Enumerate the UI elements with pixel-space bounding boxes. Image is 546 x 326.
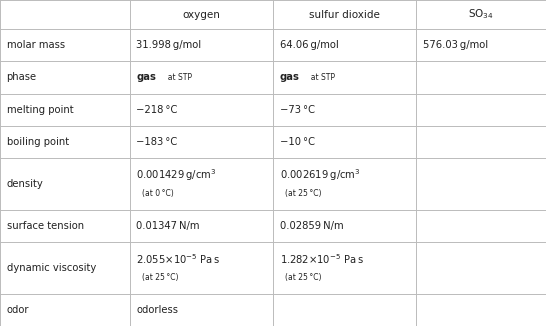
Text: 0.002619 g/cm$^3$: 0.002619 g/cm$^3$ [280,167,360,183]
Text: 0.001429 g/cm$^3$: 0.001429 g/cm$^3$ [136,167,217,183]
Text: 2.055×10$^{-5}$ Pa s: 2.055×10$^{-5}$ Pa s [136,252,221,265]
Text: −73 °C: −73 °C [280,105,314,115]
Text: −218 °C: −218 °C [136,105,178,115]
Text: at STP: at STP [163,73,192,82]
Text: 31.998 g/mol: 31.998 g/mol [136,40,201,50]
Text: (at 0 °C): (at 0 °C) [142,189,174,198]
Text: at STP: at STP [306,73,335,82]
Text: melting point: melting point [7,105,73,115]
Text: surface tension: surface tension [7,221,84,231]
Text: 1.282×10$^{-5}$ Pa s: 1.282×10$^{-5}$ Pa s [280,252,364,265]
Text: sulfur dioxide: sulfur dioxide [309,9,380,20]
Text: gas: gas [280,72,299,82]
Text: density: density [7,179,43,189]
Text: SO$_{34}$: SO$_{34}$ [468,7,494,22]
Text: −183 °C: −183 °C [136,137,178,147]
Text: (at 25 °C): (at 25 °C) [142,273,179,282]
Text: −10 °C: −10 °C [280,137,314,147]
Text: 64.06 g/mol: 64.06 g/mol [280,40,339,50]
Text: odorless: odorless [136,305,179,315]
Text: 0.02859 N/m: 0.02859 N/m [280,221,343,231]
Text: dynamic viscosity: dynamic viscosity [7,263,96,273]
Text: 0.01347 N/m: 0.01347 N/m [136,221,200,231]
Text: (at 25 °C): (at 25 °C) [285,273,322,282]
Text: gas: gas [136,72,156,82]
Text: boiling point: boiling point [7,137,69,147]
Text: phase: phase [7,72,37,82]
Text: (at 25 °C): (at 25 °C) [285,189,322,198]
Text: 576.03 g/mol: 576.03 g/mol [423,40,488,50]
Text: oxygen: oxygen [182,9,221,20]
Text: molar mass: molar mass [7,40,64,50]
Text: odor: odor [7,305,29,315]
